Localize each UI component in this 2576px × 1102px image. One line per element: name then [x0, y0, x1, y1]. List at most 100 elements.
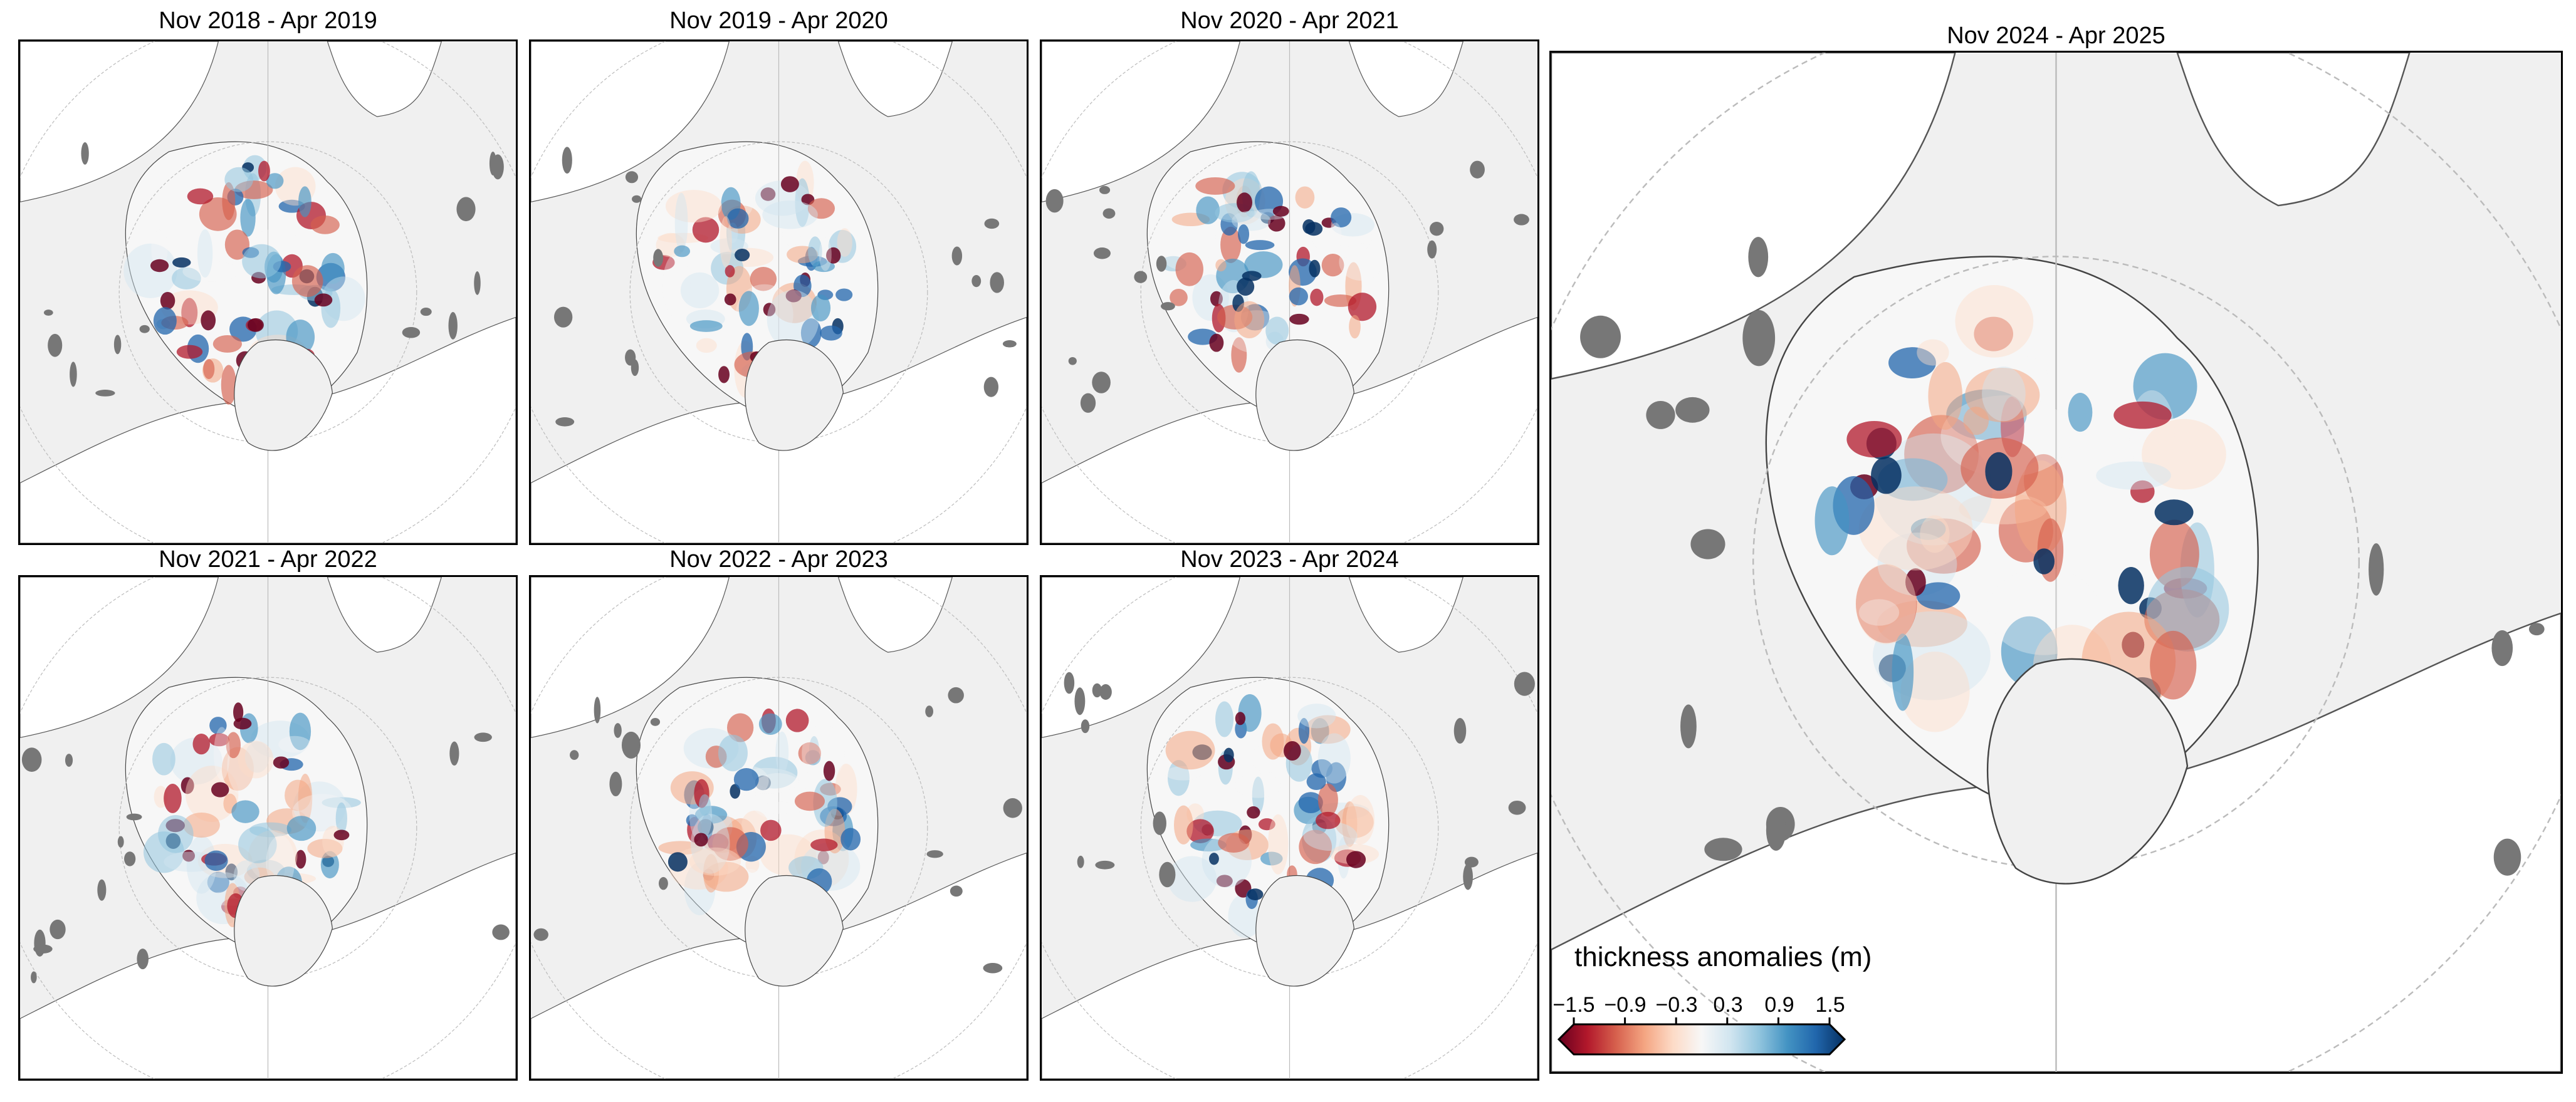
anomaly-patch: [1928, 361, 1963, 430]
lake: [554, 306, 573, 328]
anomaly-patch: [278, 736, 311, 753]
anomaly-patch: [1888, 347, 1936, 379]
lake: [1508, 800, 1526, 815]
lake: [926, 850, 943, 858]
lake: [1748, 237, 1769, 278]
lake: [1690, 529, 1725, 559]
lake: [1095, 860, 1115, 870]
lake: [420, 308, 432, 316]
lake: [113, 335, 122, 355]
map-panel: [529, 39, 1029, 545]
anomaly-patch: [718, 366, 730, 383]
anomaly-patch: [2142, 418, 2226, 490]
anomaly-patch: [1167, 856, 1217, 902]
anomaly-patch: [204, 850, 228, 871]
anomaly-patch: [224, 167, 254, 192]
anomaly-patch: [247, 318, 264, 332]
anomaly-patch: [2118, 567, 2144, 605]
lake: [33, 944, 53, 954]
anomaly-patch: [238, 826, 277, 863]
anomaly-patch: [244, 741, 270, 773]
anomaly-patch: [760, 819, 782, 841]
anomaly-patch: [1302, 219, 1316, 234]
lake: [97, 879, 107, 901]
anomaly-patch: [186, 835, 217, 894]
lake: [1080, 393, 1096, 413]
anomaly-patch: [242, 244, 281, 279]
lake: [1742, 309, 1776, 366]
anomaly-patch: [782, 223, 801, 246]
okhotsk-sea: [2176, 53, 2411, 207]
lake: [925, 705, 934, 717]
anomaly-patch: [266, 173, 284, 189]
anomaly-patch: [1173, 805, 1193, 845]
lake: [951, 246, 963, 266]
anomaly-patch: [665, 190, 722, 223]
anomaly-patch: [310, 216, 340, 234]
lake: [1453, 718, 1467, 744]
greenland-landmass: [1986, 658, 2189, 885]
pacific-ocean: [531, 41, 730, 202]
anomaly-patch: [153, 307, 177, 335]
anomaly-patch: [1349, 314, 1361, 339]
anomaly-patch: [808, 236, 822, 267]
anomaly-patch: [760, 187, 776, 201]
anomaly-patch: [160, 291, 175, 309]
anomaly-patch: [1309, 259, 1321, 278]
anomaly-patch: [724, 293, 736, 306]
anomaly-patch: [785, 709, 809, 732]
anomaly-patch: [1190, 838, 1227, 852]
anomaly-patch: [1920, 515, 1950, 553]
lake: [983, 963, 1003, 974]
lake: [95, 390, 115, 397]
panel-title: Nov 2022 - Apr 2023: [669, 546, 888, 573]
anomaly-patch: [690, 814, 730, 874]
anomaly-patch: [767, 289, 819, 350]
anomaly-patch: [1856, 564, 1917, 643]
panel-title: Nov 2018 - Apr 2019: [159, 8, 377, 34]
anomaly-patch: [730, 784, 741, 799]
anomaly-patch: [817, 850, 829, 865]
lake: [81, 142, 89, 165]
anomaly-patch: [291, 265, 323, 297]
anomaly-patch: [192, 734, 211, 755]
lake: [650, 717, 661, 726]
greenland-landmass: [1255, 340, 1354, 451]
anomaly-patch: [2130, 480, 2155, 503]
pacific-ocean: [20, 577, 219, 738]
anomaly-patch: [755, 775, 771, 791]
anomaly-patch: [1295, 186, 1315, 209]
anomaly-patch: [226, 732, 241, 759]
anomaly-patch: [151, 229, 168, 269]
lake: [448, 311, 458, 340]
anomaly-patch: [1298, 718, 1310, 744]
anomaly-patch: [1348, 293, 1377, 321]
lake: [139, 325, 150, 333]
anomaly-patch: [1877, 533, 1957, 596]
anomaly-patch: [1298, 792, 1323, 814]
colorbar-tick: −0.9: [1604, 993, 1647, 1017]
anomaly-patch: [733, 768, 759, 791]
anomaly-patch: [1237, 278, 1255, 296]
anomaly-patch: [1258, 818, 1275, 831]
okhotsk-sea: [327, 577, 442, 653]
anomaly-patch: [813, 779, 837, 827]
lake: [1099, 684, 1112, 700]
lake: [1134, 271, 1148, 283]
anomaly-patch: [289, 712, 312, 751]
lake: [474, 732, 492, 742]
lake: [653, 249, 664, 267]
anomaly-patch: [2096, 461, 2171, 490]
lake: [70, 361, 77, 387]
anomaly-patch: [2113, 401, 2172, 429]
anomaly-patch: [762, 200, 818, 229]
lake: [65, 754, 73, 767]
pacific-ocean: [1042, 41, 1241, 202]
anomaly-patch: [674, 245, 691, 257]
greenland-landmass: [234, 875, 333, 987]
anomaly-patch: [1170, 289, 1188, 306]
lake: [48, 333, 63, 357]
anomaly-patch: [1346, 851, 1366, 868]
lake: [1092, 683, 1102, 698]
anomaly-patch: [1955, 284, 2034, 358]
